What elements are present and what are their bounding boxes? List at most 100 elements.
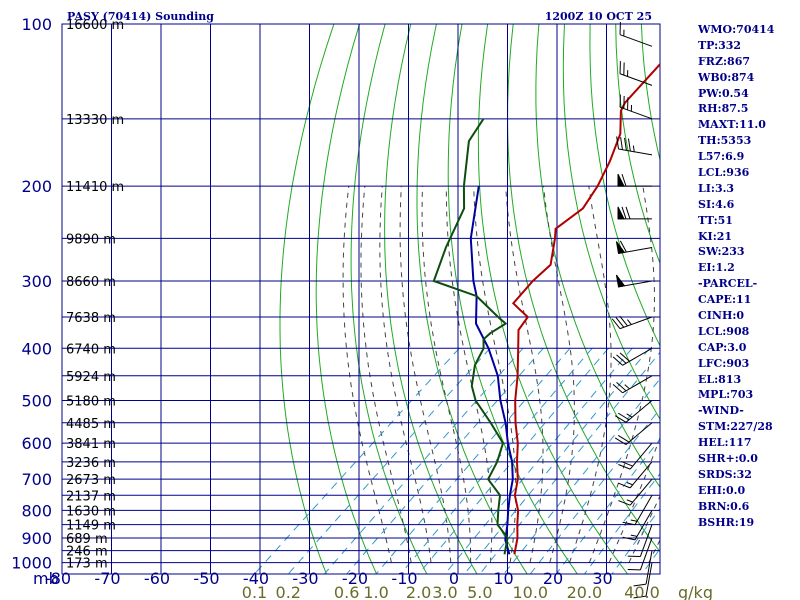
wind-barb-staff [625, 422, 653, 445]
wind-barb-staff [629, 442, 653, 470]
mixing-ratio-label: 5.0 [467, 583, 492, 600]
wind-barb-staff [639, 537, 653, 571]
height-label: 6740 m [66, 342, 116, 357]
mixing-ratio-labels: 0.1 0.2 0.6 1.0 2.0 3.0 5.0 10.0 20.0 40.0 [242, 583, 660, 600]
dry-adiabat-line [477, 24, 628, 574]
height-label: 16600 m [66, 18, 124, 33]
mixing-ratio-line [464, 347, 650, 574]
height-label: 2673 m [66, 473, 116, 488]
wind-barb-staff [629, 461, 653, 489]
mixing-unit-label: g/kg [678, 583, 713, 600]
wind-barb-flag [620, 137, 623, 150]
index-item: TT:51 [698, 213, 733, 227]
temperature-tick-label: -30 [292, 569, 318, 588]
wind-barb-flag [624, 137, 627, 151]
wind-barb [615, 274, 653, 288]
temperature-tick-label: 20 [543, 569, 563, 588]
moist-adiabat-line [569, 186, 612, 563]
wind-barb-staff [625, 400, 653, 423]
index-item: CAP:3.0 [698, 340, 747, 354]
index-item: CINH:0 [698, 309, 745, 323]
pressure-label: 400 [21, 339, 52, 358]
wind-barbs [611, 22, 653, 599]
profiles [432, 62, 660, 555]
mixing-ratio-label: 20.0 [567, 583, 603, 600]
wind-barb-flag [612, 356, 623, 366]
y-unit-label: mb [33, 569, 59, 588]
wind-barb-flag [617, 434, 630, 443]
wind-barb [622, 495, 653, 526]
index-item: L57:6.9 [698, 150, 745, 164]
wind-barb-half-flag [624, 384, 630, 390]
height-labels: 16600 m 13330 m 11410 m 9890 m 8660 m 7638 m 6… [66, 18, 124, 572]
temperature-tick-label: -50 [193, 569, 219, 588]
wind-barb-flag [616, 382, 627, 392]
height-label: 4485 m [66, 417, 116, 432]
wind-barb-pennant [615, 241, 626, 254]
dry-adiabat-line [279, 24, 335, 574]
wind-barb-staff [619, 106, 653, 120]
index-item: CAPE:11 [698, 293, 752, 307]
wind-barb-half-flag [630, 519, 638, 522]
mixing-ratio-label: 1.0 [363, 583, 388, 600]
wind-barb-flag [619, 352, 630, 362]
moist-adiabat-line [505, 186, 544, 563]
wind-barb [633, 562, 653, 599]
index-item: MPL:703 [698, 388, 754, 402]
wind-barb-staff [645, 550, 653, 585]
wind-barb-staff [629, 478, 653, 506]
wind-barb-flag [621, 173, 627, 187]
mixing-ratio-label: 3.0 [432, 583, 457, 600]
wind-barb-staff [619, 73, 653, 86]
index-item: EL:813 [698, 372, 742, 386]
mixing-ratio-line [584, 472, 660, 574]
moist-adiabat-line [360, 186, 412, 563]
pressure-label: 1000 [11, 554, 52, 573]
chart-time: 1200Z 10 OCT 25 [545, 10, 652, 23]
wind-barb [633, 550, 653, 587]
wind-barb-pennant [615, 274, 626, 288]
index-item: EHI:0.0 [698, 483, 746, 497]
index-item: TH:5353 [698, 134, 752, 148]
wind-barb-flag [633, 595, 647, 599]
wind-barb [619, 61, 653, 86]
wind-barb-flag [619, 315, 628, 327]
pressure-label: 100 [21, 15, 52, 34]
wind-barb [617, 206, 652, 220]
index-item: SI:4.6 [698, 197, 735, 211]
mixing-ratio-line [375, 347, 571, 574]
mixing-ratio-line [324, 347, 524, 574]
index-item: -WIND- [698, 404, 744, 418]
pressure-label: 700 [21, 470, 52, 489]
height-label: 11410 m [66, 180, 124, 195]
index-item: PW:0.54 [698, 86, 749, 100]
wind-barb [612, 347, 653, 366]
wind-barb-flag [615, 317, 625, 328]
height-label: 1149 m [66, 519, 116, 534]
index-item: TP:332 [698, 38, 742, 52]
wind-barb-flag [611, 318, 621, 329]
wind-barb-flag [622, 536, 636, 541]
mixing-ratio-label: 0.6 [334, 583, 359, 600]
mixing-ratio-line [346, 347, 544, 574]
wind-barb-half-flag [626, 499, 633, 503]
wind-barb [616, 136, 653, 156]
wind-barb-staff [634, 510, 653, 541]
wind-barb-flag [618, 500, 631, 506]
height-label: 8660 m [66, 275, 116, 290]
height-label: 3236 m [66, 456, 116, 471]
wind-barb-flag [625, 206, 631, 219]
dry-adiabat-line [416, 24, 528, 574]
temperature-tick-label: 10 [493, 569, 513, 588]
pressure-label: 800 [21, 501, 52, 520]
wind-barb-flag [620, 460, 633, 467]
temperature-line [511, 62, 660, 555]
wind-barb-flag [621, 206, 627, 219]
wind-barb-half-flag [626, 482, 633, 486]
wind-barb-pennant [617, 206, 625, 220]
mixing-ratio-label: 40.0 [624, 583, 660, 600]
height-label: 7638 m [66, 311, 116, 326]
index-item: SW:233 [698, 245, 745, 259]
wind-barb-half-flag [630, 534, 638, 537]
